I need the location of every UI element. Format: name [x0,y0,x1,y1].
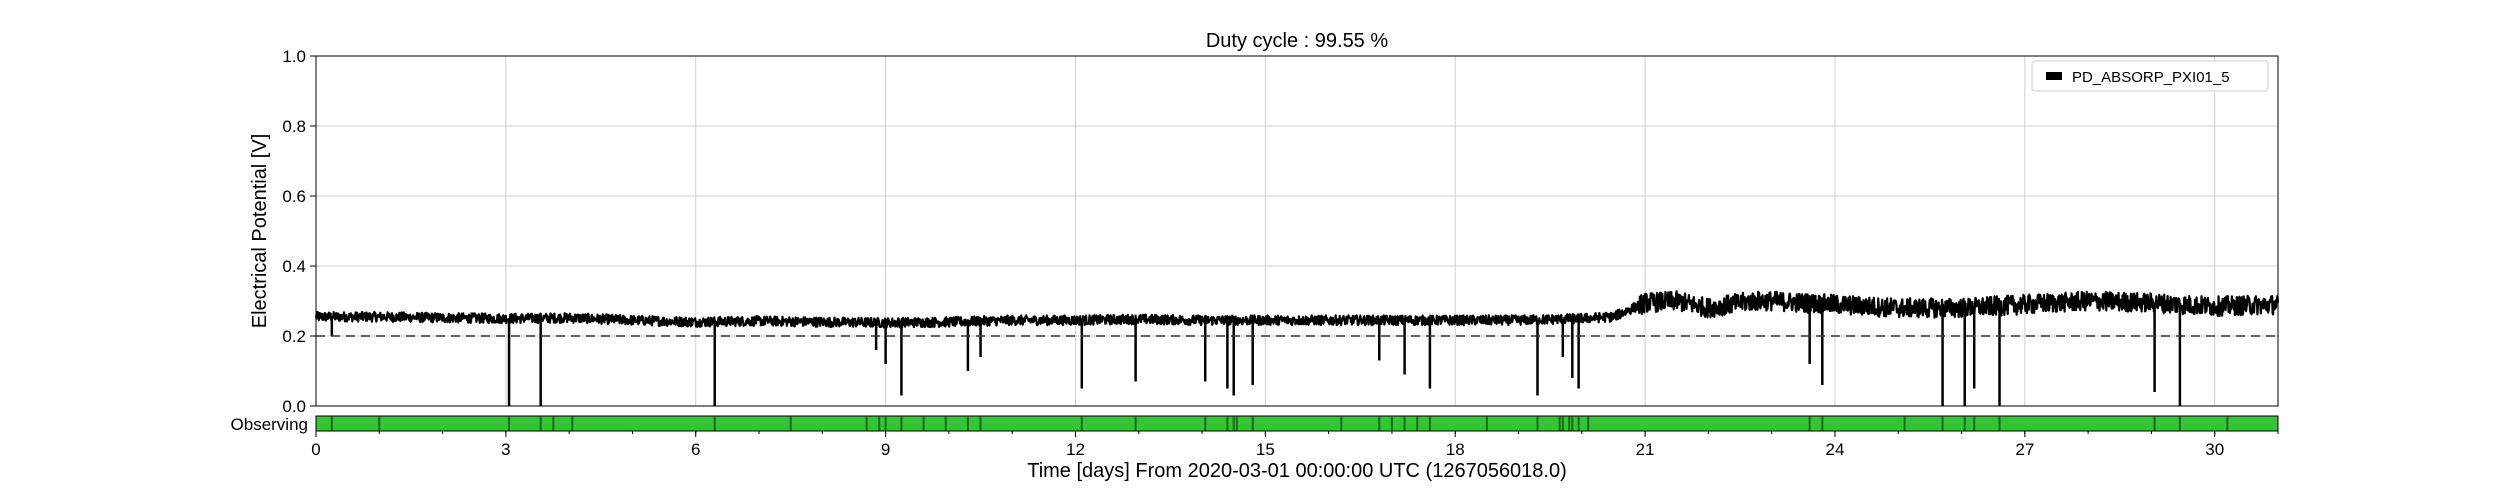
observing-gap [378,416,381,431]
observing-gap [1226,416,1229,431]
x-tick-label: 0 [311,440,320,459]
observing-gap [1232,416,1235,431]
observing-gap [1536,416,1539,431]
x-tick-label: 3 [501,440,510,459]
observing-gap [1235,416,1238,431]
observing-gap [1080,416,1083,431]
observing-gap [1577,416,1580,431]
observing-frame [315,415,2279,432]
y-axis: 0.0 0.2 0.4 0.6 0.8 1.0 [282,47,316,416]
observing-gap [1903,416,1906,431]
legend-box [2031,60,2269,92]
observing-gap [1963,416,1966,431]
series-layer [314,290,2280,406]
x-axis: 0 3 6 9 12 15 18 21 24 27 30 [311,431,2279,459]
x-tick-label: 6 [691,440,700,459]
observing-gap [1587,416,1590,431]
x-tick-label: 12 [1066,440,1085,459]
y-tick-label: 0.4 [282,257,306,276]
x-tick-label: 27 [2015,440,2034,459]
observing-gap [1390,416,1393,431]
legend-entry: PD_ABSORP_PXI01_5 [2072,69,2230,86]
x-axis-label: Time [days] From 2020-03-01 00:00:00 UTC… [1027,460,1567,482]
x-tick-label: 24 [1826,440,1845,459]
observing-gap [1416,416,1419,431]
legend: PD_ABSORP_PXI01_5 [2031,60,2269,92]
observing-gap [1251,416,1254,431]
x-tick-label: 9 [881,440,890,459]
observing-gap [330,416,333,431]
observing-gap [966,416,969,431]
observing-gap [539,416,542,431]
y-tick-label: 0.8 [282,117,306,136]
observing-gap [552,416,555,431]
legend-swatch [2046,72,2062,80]
observing-gap [1403,416,1406,431]
y-tick-label: 1.0 [282,47,306,66]
observing-gap [922,416,925,431]
observing-gap [1204,416,1207,431]
observing-gap [789,416,792,431]
observing-gap [1998,416,2001,431]
observing-gap [1571,416,1574,431]
observing-gap [865,416,868,431]
observing-gap [1428,416,1431,431]
observing-gap [2226,416,2229,431]
y-tick-label: 0.2 [282,327,306,346]
x-tick-label: 15 [1256,440,1275,459]
observing-gap [1558,416,1561,431]
observing-gap [1808,416,1811,431]
observing-gap [508,416,511,431]
observing-gap [1340,416,1343,431]
y-tick-label: 0.0 [282,397,306,416]
y-tick-label: 0.6 [282,187,306,206]
x-tick-label: 18 [1446,440,1465,459]
observing-gap [571,416,574,431]
chart-title: Duty cycle : 99.55 % [1206,30,1389,52]
y-axis-label: Electrical Potential [V] [249,134,271,329]
observing-gap [878,416,881,431]
observing-segment [316,416,2278,431]
observing-gap [2178,416,2181,431]
observing-gap [979,416,982,431]
observing-gap [1941,416,1944,431]
observing-gap [900,416,903,431]
plot-frame [315,55,2279,407]
x-tick-label: 21 [1636,440,1655,459]
observing-gap [1821,416,1824,431]
observing-gap [1561,416,1564,431]
observing-label: Observing [231,415,308,434]
observing-gap [1378,416,1381,431]
series-line [314,290,2280,329]
observing-gap [1973,416,1976,431]
observing-bar [315,415,2279,432]
x-tick-label: 30 [2205,440,2224,459]
observing-gap [944,416,947,431]
observing-gap [884,416,887,431]
observing-gap [1485,416,1488,431]
observing-gap [2153,416,2156,431]
observing-gap [1134,416,1137,431]
observing-gap [713,416,716,431]
observing-gap [1568,416,1571,431]
